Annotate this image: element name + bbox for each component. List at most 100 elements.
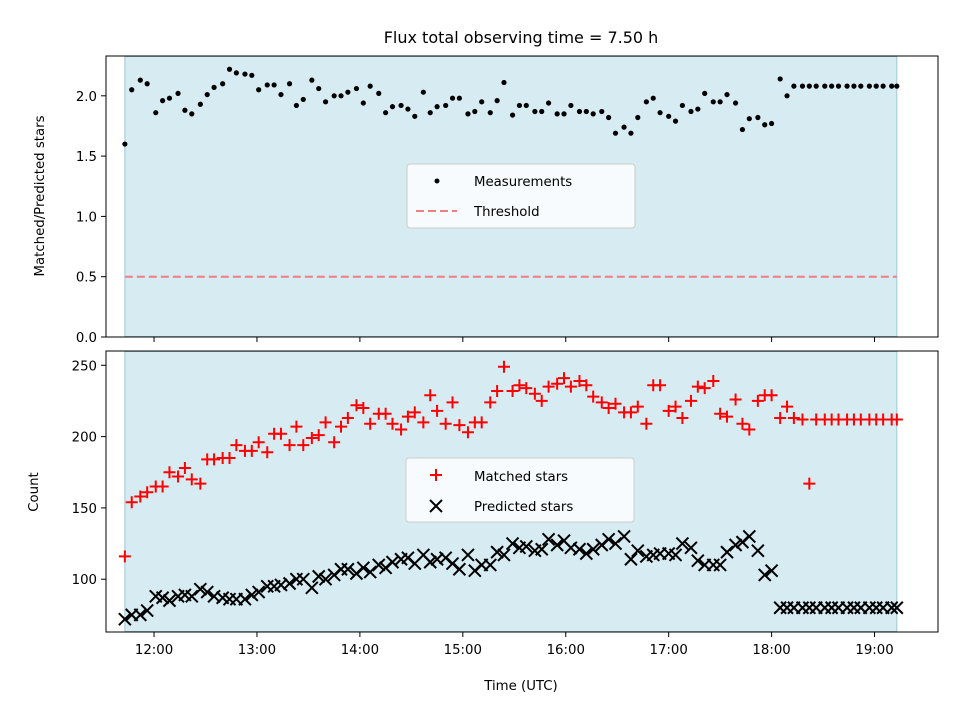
matched-star-point — [350, 399, 363, 412]
matched-star-point — [551, 377, 564, 390]
predicted-star-point — [884, 601, 899, 615]
predicted-star-point — [193, 582, 208, 596]
measurement-point — [264, 82, 270, 88]
bottom-x-ticks: 12:00 13:00 14:00 15:00 16:00 17:00 18:00 19:00 — [135, 632, 894, 658]
measurement-point — [226, 66, 233, 72]
measurement-point — [412, 113, 418, 119]
measurement-point — [516, 102, 523, 109]
matched-star-point — [297, 439, 310, 452]
measurement-point — [568, 102, 574, 109]
predicted-star-point — [185, 589, 199, 604]
matched-star-point — [357, 402, 370, 415]
predicted-star-point — [490, 545, 504, 559]
matched-star-point — [274, 427, 287, 440]
predicted-star-point — [890, 601, 904, 615]
predicted-star-point — [668, 548, 683, 562]
matched-star-point — [364, 417, 377, 430]
top-y-axis-label: Matched/Predicted stars — [33, 115, 48, 276]
x-tick-label: 16:00 — [547, 643, 585, 658]
measurement-point — [465, 111, 471, 117]
predicted-star-point — [535, 542, 549, 556]
predicted-star-point — [133, 608, 148, 622]
measurement-point — [666, 113, 672, 119]
measurement-point — [197, 101, 203, 107]
matched-star-point — [624, 406, 637, 419]
matched-star-point — [751, 394, 764, 407]
matched-star-point — [640, 417, 653, 430]
predicted-star-point — [238, 592, 252, 606]
matched-star-point — [542, 380, 555, 393]
matched-star-point — [497, 360, 510, 373]
matched-star-point — [595, 396, 608, 409]
ratio-panel: 0.00.51.01.52.0 Matched/Predicted stars … — [33, 55, 939, 346]
measurement-point — [643, 99, 649, 105]
matched-star-point — [453, 419, 466, 432]
measurement-point — [806, 83, 812, 89]
matched-star-point — [781, 400, 794, 413]
measurement-point — [746, 116, 752, 122]
legend-measurements-marker — [434, 178, 440, 184]
measurement-point — [300, 96, 306, 103]
measurement-point — [561, 111, 567, 117]
measurement-point — [688, 108, 694, 115]
matched-star-point — [395, 423, 408, 436]
measurement-point — [612, 130, 619, 136]
matched-star-point — [803, 477, 816, 490]
measurement-point — [331, 93, 337, 99]
matched-star-point — [379, 407, 392, 420]
legend-predicted-marker — [429, 499, 443, 513]
predicted-star-point — [572, 542, 587, 556]
matched-star-point — [765, 389, 778, 402]
x-axis-label: Time (UTC) — [483, 679, 558, 694]
measurement-point — [434, 104, 440, 110]
measurement-point — [621, 124, 627, 130]
matched-star-point — [163, 466, 176, 479]
matched-star-point — [774, 412, 787, 425]
measurement-point — [777, 76, 783, 82]
matched-star-point — [245, 444, 258, 457]
measurement-point — [873, 83, 879, 89]
measurement-point — [628, 130, 634, 136]
predicted-star-point — [550, 538, 564, 552]
predicted-star-point — [155, 591, 170, 605]
predicted-star-point — [617, 529, 631, 544]
measurement-point — [398, 102, 404, 109]
matched-star-point — [223, 451, 236, 464]
measurement-point — [383, 110, 389, 116]
predicted-star-point — [579, 546, 594, 561]
matched-star-point — [319, 416, 332, 429]
measurement-point — [539, 108, 545, 115]
matched-star-point — [714, 407, 727, 420]
measurement-point — [376, 90, 382, 96]
measurement-point — [345, 89, 351, 95]
measurement-point — [894, 83, 900, 89]
matched-star-point — [290, 420, 303, 433]
x-tick-label: 13:00 — [238, 643, 276, 658]
measurement-point — [822, 83, 828, 89]
matched-star-point — [401, 410, 414, 423]
measurement-point — [509, 112, 516, 118]
matched-star-point — [491, 384, 504, 397]
predicted-star-point — [312, 569, 326, 584]
matched-star-point — [439, 417, 452, 430]
matched-star-point — [787, 412, 800, 425]
y-tick-label: 250 — [72, 359, 97, 374]
matched-star-point — [134, 490, 147, 503]
matched-star-point — [461, 426, 474, 439]
matched-star-point — [654, 379, 667, 392]
x-tick-label: 19:00 — [855, 643, 893, 658]
matched-star-point — [698, 382, 711, 395]
matched-star-point — [172, 470, 185, 483]
predicted-star-point — [505, 536, 520, 551]
bottom-y-axis-label: Count — [27, 472, 42, 512]
predicted-star-point — [601, 532, 616, 546]
measurement-point — [456, 95, 462, 101]
predicted-star-point — [608, 536, 623, 551]
matched-star-point — [676, 412, 689, 425]
measurement-point — [679, 102, 685, 109]
measurement-point — [844, 83, 850, 89]
matched-star-point — [729, 393, 742, 406]
matched-star-point — [312, 429, 325, 442]
measurement-point — [835, 83, 842, 89]
predicted-star-point — [162, 593, 177, 608]
